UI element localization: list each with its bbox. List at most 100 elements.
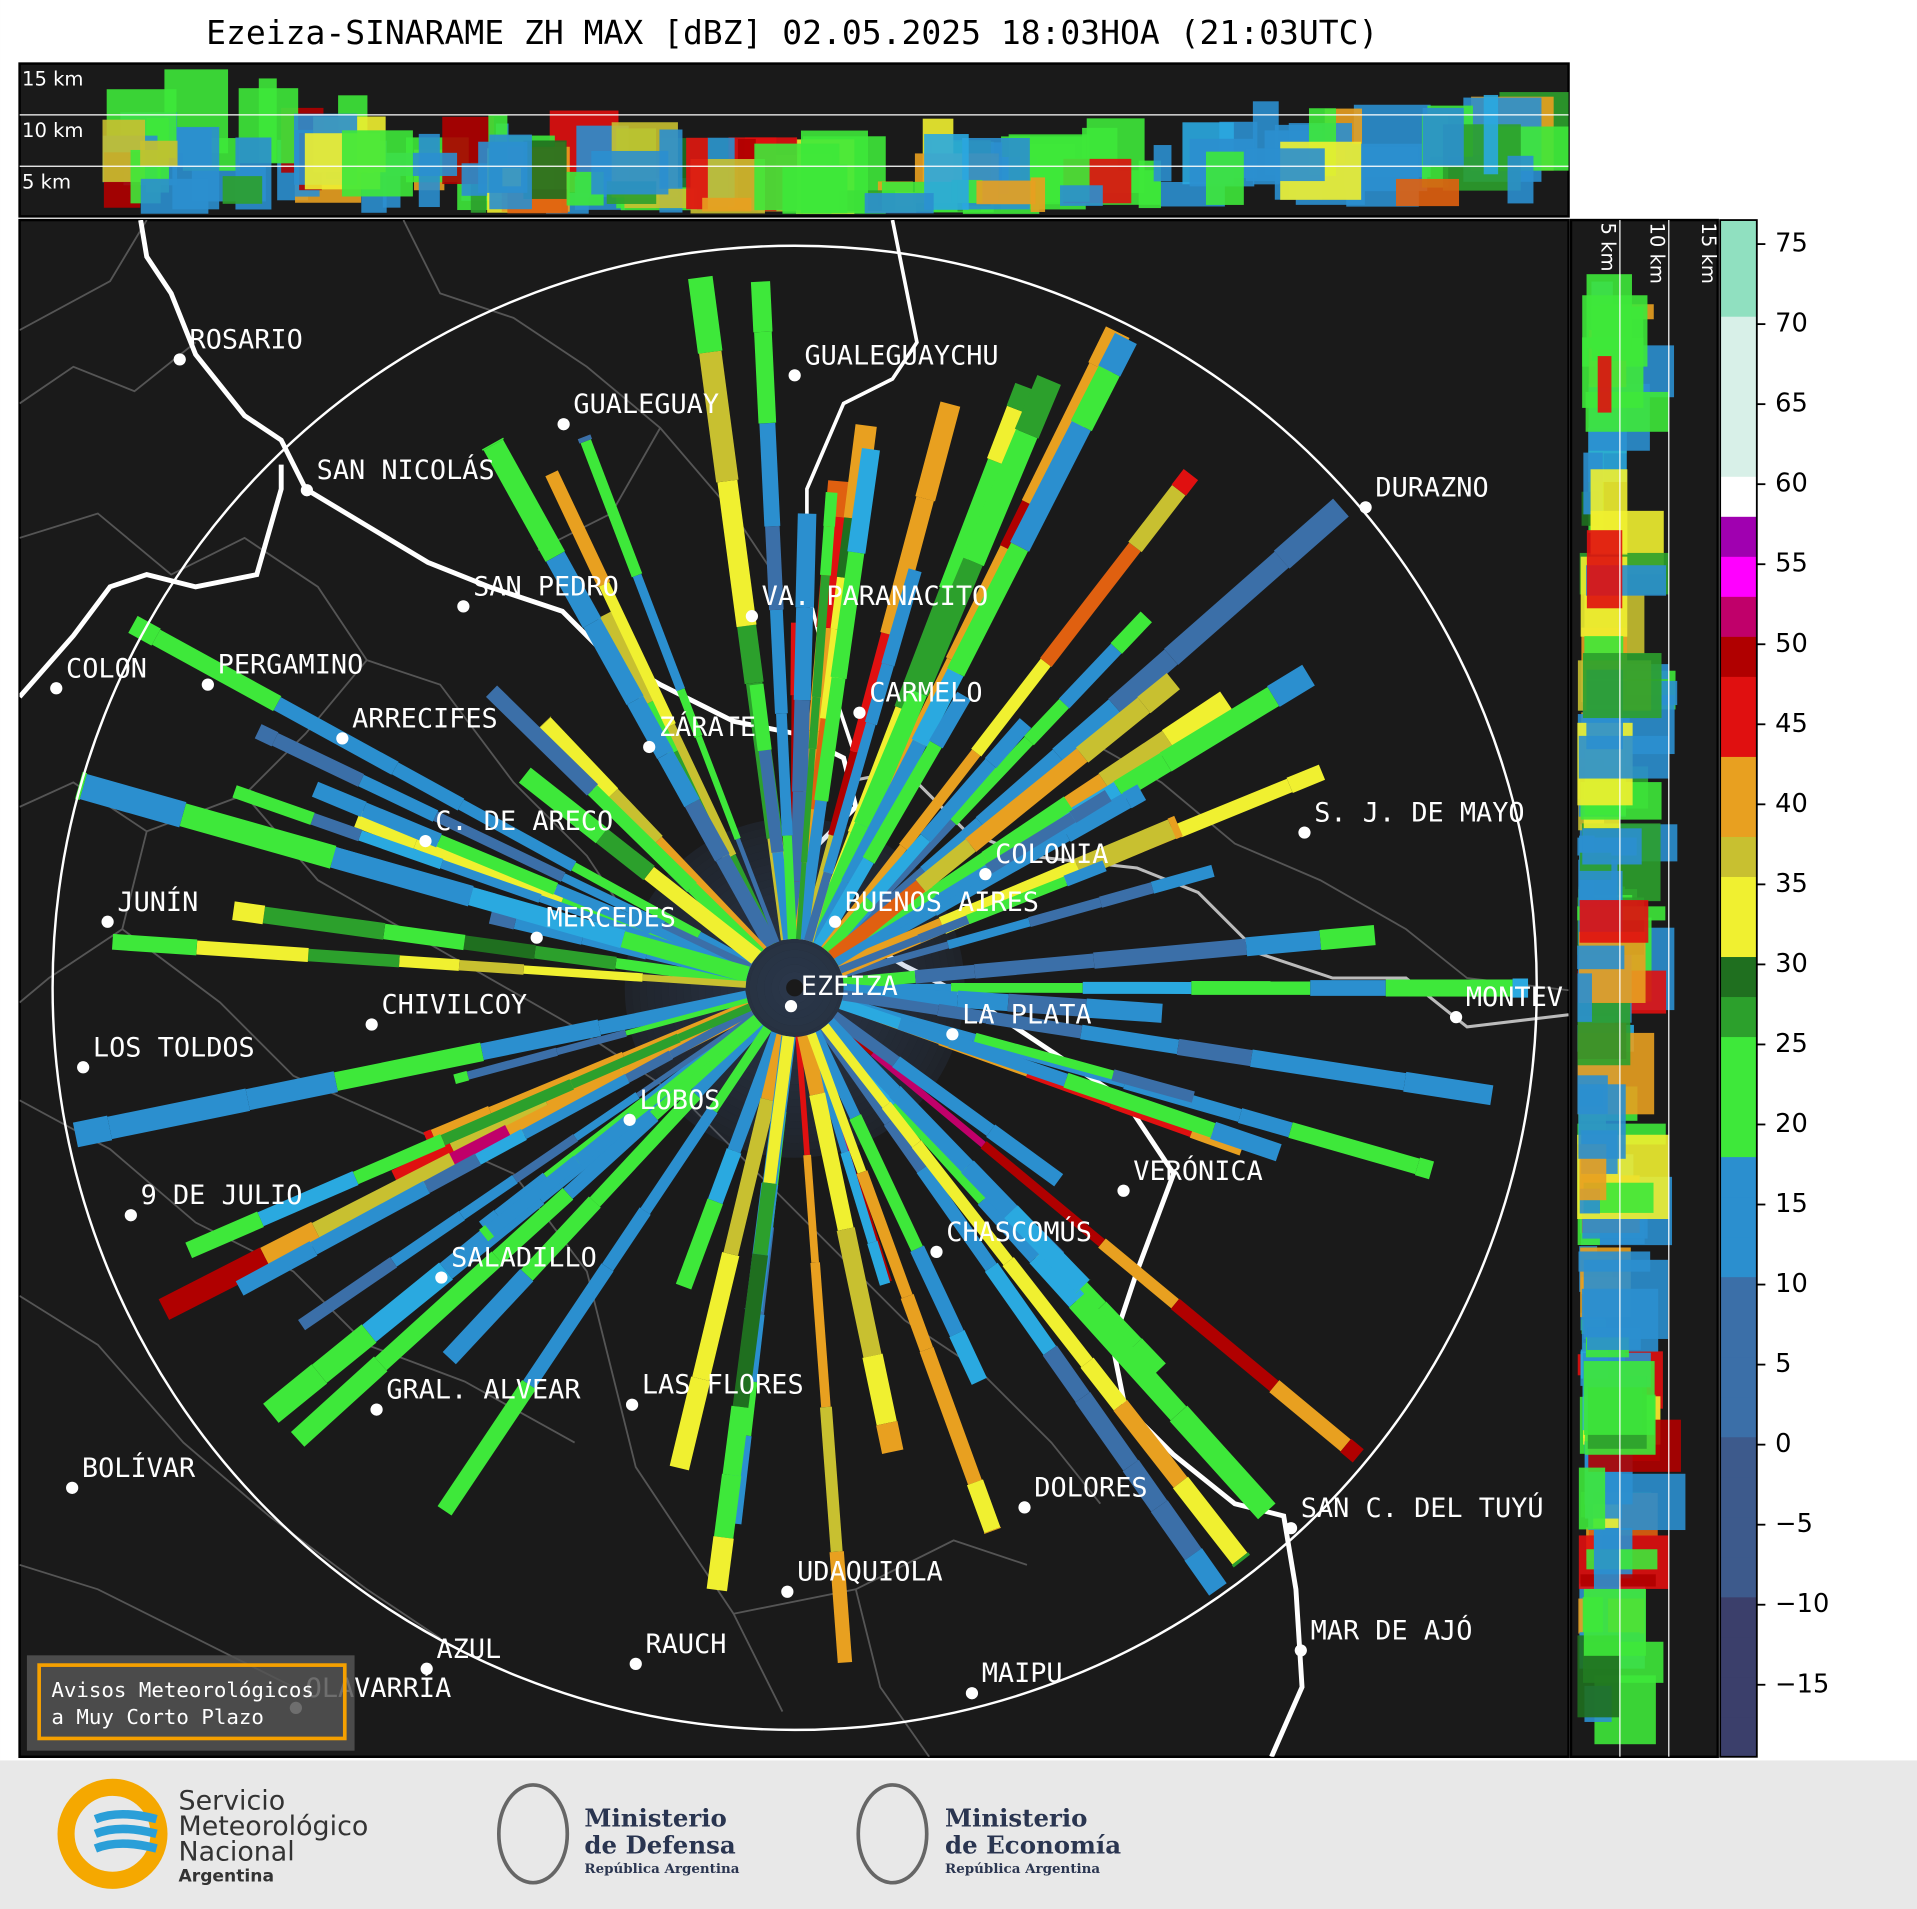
echo [151, 629, 282, 712]
echo [727, 1031, 784, 1154]
city-label: DURAZNO [1375, 472, 1488, 503]
city-label: BOLÍVAR [82, 1452, 196, 1484]
echo [636, 1013, 756, 1098]
echo [984, 718, 1032, 769]
echo [232, 785, 315, 825]
echo [814, 676, 846, 802]
echo [561, 873, 666, 929]
colorbar-tick-label: −15 [1775, 1669, 1829, 1699]
echo [1150, 864, 1215, 894]
colorbar-tick-label: 20 [1775, 1109, 1808, 1139]
echo [842, 990, 939, 1016]
city-dot [77, 1061, 90, 1074]
city-dot [1284, 1522, 1298, 1535]
echo [442, 1268, 534, 1365]
echo [79, 773, 187, 828]
colorbar-tick-label: 60 [1775, 469, 1808, 499]
colorbar-step [1720, 236, 1757, 277]
echo [688, 275, 723, 354]
colorbar-step [1720, 836, 1757, 877]
echo [966, 876, 1068, 925]
echo [986, 405, 1026, 466]
echo [589, 1089, 701, 1207]
echo [398, 955, 460, 971]
echo [644, 866, 762, 964]
echo [841, 739, 927, 887]
echo [686, 137, 708, 210]
echo [908, 557, 983, 697]
echo [754, 143, 840, 211]
city-label: COLONIA [995, 839, 1108, 870]
logo-economia: Ministerio de Economía República Argenti… [856, 1783, 1121, 1885]
city-dot [101, 915, 114, 928]
echo [758, 749, 784, 854]
title: Ezeiza-SINARAME ZH MAX [dBZ] 02.05.2025 … [206, 13, 1378, 52]
city-label: LOS TOLDOS [93, 1032, 255, 1063]
city-label: COLON [66, 653, 147, 684]
echo [985, 1010, 1083, 1039]
echo [795, 799, 827, 941]
echo [418, 133, 440, 208]
echo [520, 1196, 601, 1281]
echo [1583, 1361, 1655, 1435]
city-dot [643, 740, 656, 754]
echo [825, 480, 851, 518]
echo [883, 1118, 928, 1173]
smn-waves [93, 1809, 158, 1853]
echo [1269, 1380, 1351, 1452]
colorbar-tick-label: 30 [1775, 949, 1808, 979]
echo [571, 862, 702, 940]
echo [534, 945, 617, 970]
echo [939, 458, 1004, 593]
echo [976, 180, 1036, 205]
echo [1010, 420, 1091, 552]
echo [1245, 148, 1325, 182]
colorbar-step [1720, 636, 1757, 677]
colorbar-tick-label: 35 [1775, 869, 1808, 899]
echo [763, 1035, 795, 1184]
city-dot [365, 1018, 378, 1031]
echo [948, 1034, 1069, 1087]
echo [271, 732, 365, 787]
city-label: S. J. DE MAYO [1314, 798, 1524, 829]
echo [974, 953, 1095, 979]
echo [880, 496, 934, 637]
echo [1093, 938, 1248, 969]
echo [1171, 469, 1199, 496]
echo [980, 1141, 1105, 1247]
colorbar-tick-label: 25 [1775, 1029, 1808, 1059]
echo [358, 774, 439, 822]
echo [842, 970, 916, 990]
echo [485, 1155, 582, 1236]
city-dot [788, 369, 801, 382]
echo [1231, 1552, 1251, 1568]
city-label: AZUL [436, 1634, 501, 1665]
echo [795, 513, 817, 608]
echo [333, 1042, 484, 1091]
echo [937, 1003, 988, 1024]
colorbar-tick-label: −10 [1775, 1589, 1829, 1619]
echo [1150, 1500, 1202, 1561]
echo [569, 1033, 681, 1089]
echo [966, 1479, 1001, 1534]
echo [624, 1050, 674, 1083]
echo [518, 767, 608, 844]
cities: ROSARIO GUALEGUAYCHU GUALEGUAY SAN NICOLÁS D… [50, 324, 1563, 1715]
colorbar-step [1720, 1276, 1757, 1318]
city-dot [530, 931, 543, 944]
colorbar-step [1720, 1476, 1757, 1518]
echo [107, 1088, 251, 1140]
echo [1170, 1298, 1279, 1392]
city-label: MONTEV [1466, 982, 1563, 1013]
colorbar-step [1720, 596, 1757, 637]
echo [1069, 790, 1112, 823]
echo [723, 1097, 776, 1256]
city-label: ZÁRATE [659, 711, 756, 743]
echo [1042, 1345, 1090, 1403]
echo [856, 1170, 913, 1299]
echo [311, 781, 367, 817]
echo [290, 1356, 388, 1447]
colorbar-step [1720, 1316, 1757, 1358]
echo [975, 749, 1065, 831]
logo-text: de Economía [945, 1830, 1121, 1859]
